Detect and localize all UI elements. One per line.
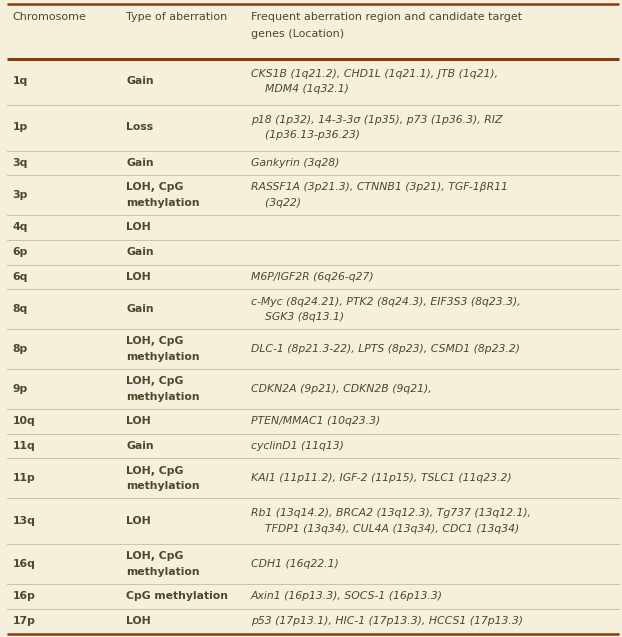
Text: methylation: methylation xyxy=(126,481,200,491)
Text: 16p: 16p xyxy=(12,591,35,601)
Text: 6p: 6p xyxy=(12,247,28,257)
Text: 16q: 16q xyxy=(12,559,35,569)
Text: CKS1B (1q21.2), CHD1L (1q21.1), JTB (1q21),: CKS1B (1q21.2), CHD1L (1q21.1), JTB (1q2… xyxy=(251,69,498,79)
Text: methylation: methylation xyxy=(126,198,200,208)
Text: 1p: 1p xyxy=(12,122,28,132)
Text: 11q: 11q xyxy=(12,441,35,451)
Text: LOH, CpG: LOH, CpG xyxy=(126,376,183,386)
Text: 11p: 11p xyxy=(12,473,35,483)
Text: genes (Location): genes (Location) xyxy=(251,29,344,39)
Text: LOH: LOH xyxy=(126,416,151,426)
Text: LOH: LOH xyxy=(126,616,151,626)
Text: (1p36.13-p36.23): (1p36.13-p36.23) xyxy=(251,130,360,140)
Text: CDKN2A (9p21), CDKN2B (9q21),: CDKN2A (9p21), CDKN2B (9q21), xyxy=(251,384,432,394)
Text: TFDP1 (13q34), CUL4A (13q34), CDC1 (13q34): TFDP1 (13q34), CUL4A (13q34), CDC1 (13q3… xyxy=(251,524,519,534)
Text: Gain: Gain xyxy=(126,158,154,168)
Text: LOH: LOH xyxy=(126,222,151,233)
Text: methylation: methylation xyxy=(126,567,200,577)
Text: Rb1 (13q14.2), BRCA2 (13q12.3), Tg737 (13q12.1),: Rb1 (13q14.2), BRCA2 (13q12.3), Tg737 (1… xyxy=(251,508,531,519)
Text: LOH, CpG: LOH, CpG xyxy=(126,336,183,347)
Text: Gain: Gain xyxy=(126,304,154,314)
Text: Gain: Gain xyxy=(126,76,154,87)
Text: SGK3 (8q13.1): SGK3 (8q13.1) xyxy=(251,312,344,322)
Text: Axin1 (16p13.3), SOCS-1 (16p13.3): Axin1 (16p13.3), SOCS-1 (16p13.3) xyxy=(251,591,443,601)
Text: PTEN/MMAC1 (10q23.3): PTEN/MMAC1 (10q23.3) xyxy=(251,416,380,426)
Text: 13q: 13q xyxy=(12,516,35,526)
Text: 17p: 17p xyxy=(12,616,35,626)
Text: Gain: Gain xyxy=(126,441,154,451)
Text: KAI1 (11p11.2), IGF-2 (11p15), TSLC1 (11q23.2): KAI1 (11p11.2), IGF-2 (11p15), TSLC1 (11… xyxy=(251,473,511,483)
Text: Gankyrin (3q28): Gankyrin (3q28) xyxy=(251,158,339,168)
Text: (3q22): (3q22) xyxy=(251,198,300,208)
Text: LOH, CpG: LOH, CpG xyxy=(126,551,183,561)
Text: LOH: LOH xyxy=(126,272,151,282)
Text: CpG methylation: CpG methylation xyxy=(126,591,228,601)
Text: cyclinD1 (11q13): cyclinD1 (11q13) xyxy=(251,441,343,451)
Text: 1q: 1q xyxy=(12,76,28,87)
Text: 3p: 3p xyxy=(12,190,28,200)
Text: 8q: 8q xyxy=(12,304,28,314)
Text: p18 (1p32), 14-3-3σ (1p35), p73 (1p36.3), RIZ: p18 (1p32), 14-3-3σ (1p35), p73 (1p36.3)… xyxy=(251,115,502,125)
Text: RASSF1A (3p21.3), CTNNB1 (3p21), TGF-1βR11: RASSF1A (3p21.3), CTNNB1 (3p21), TGF-1βR… xyxy=(251,182,508,192)
Text: 4q: 4q xyxy=(12,222,28,233)
Text: 10q: 10q xyxy=(12,416,35,426)
Text: 3q: 3q xyxy=(12,158,28,168)
Text: LOH, CpG: LOH, CpG xyxy=(126,182,183,192)
Text: c-Myc (8q24.21), PTK2 (8q24.3), EIF3S3 (8q23.3),: c-Myc (8q24.21), PTK2 (8q24.3), EIF3S3 (… xyxy=(251,297,521,306)
Text: 9p: 9p xyxy=(12,384,28,394)
Text: Gain: Gain xyxy=(126,247,154,257)
Text: LOH, CpG: LOH, CpG xyxy=(126,466,183,475)
Text: LOH: LOH xyxy=(126,516,151,526)
Text: methylation: methylation xyxy=(126,392,200,402)
Text: 6q: 6q xyxy=(12,272,28,282)
Text: p53 (17p13.1), HIC-1 (17p13.3), HCCS1 (17p13.3): p53 (17p13.1), HIC-1 (17p13.3), HCCS1 (1… xyxy=(251,616,522,626)
Text: Loss: Loss xyxy=(126,122,154,132)
Text: Type of aberration: Type of aberration xyxy=(126,11,228,22)
Text: MDM4 (1q32.1): MDM4 (1q32.1) xyxy=(251,84,348,94)
Text: M6P/IGF2R (6q26-q27): M6P/IGF2R (6q26-q27) xyxy=(251,272,373,282)
Text: DLC-1 (8p21.3-22), LPTS (8p23), CSMD1 (8p23.2): DLC-1 (8p21.3-22), LPTS (8p23), CSMD1 (8… xyxy=(251,344,520,354)
Text: methylation: methylation xyxy=(126,352,200,362)
Text: CDH1 (16q22.1): CDH1 (16q22.1) xyxy=(251,559,338,569)
Text: Chromosome: Chromosome xyxy=(12,11,86,22)
Text: Frequent aberration region and candidate target: Frequent aberration region and candidate… xyxy=(251,11,522,22)
Text: 8p: 8p xyxy=(12,344,28,354)
